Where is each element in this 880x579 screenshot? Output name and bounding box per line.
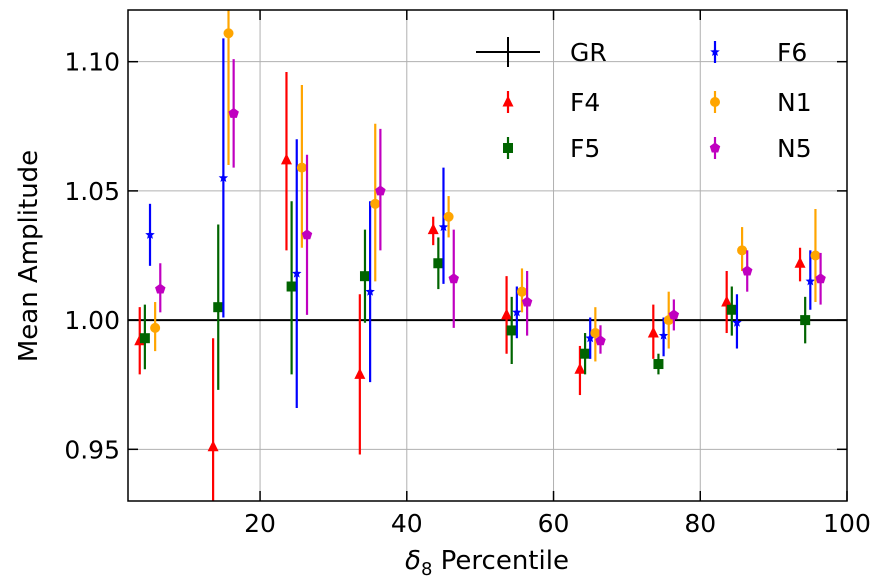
x-tick-label: 80	[684, 509, 716, 538]
legend-marker-f6	[710, 47, 720, 57]
data-point-n1	[590, 328, 601, 339]
data-point-n1	[810, 250, 821, 261]
data-point-f6	[145, 229, 155, 239]
data-point-f6	[365, 286, 375, 296]
data-point-f5	[726, 304, 737, 315]
data-point-n1	[370, 198, 381, 209]
legend-label-n1: N1	[777, 88, 812, 117]
x-axis-title-subscript: 8	[421, 559, 432, 579]
x-tick-label: 60	[538, 509, 570, 538]
data-point-n1	[443, 211, 454, 222]
series-f5	[139, 201, 811, 390]
data-point-n1	[150, 322, 161, 333]
y-tick-label: 1.05	[64, 177, 120, 206]
data-point-f4	[207, 440, 219, 452]
y-tick-label: 1.10	[64, 48, 120, 77]
data-point-f6	[658, 330, 669, 340]
legend: GR F6 F4 N1 F5 N5	[476, 37, 812, 163]
data-point-f6	[732, 317, 742, 327]
data-point-n5	[595, 335, 606, 346]
data-point-f6	[218, 172, 229, 183]
data-point-f4	[354, 367, 366, 379]
data-point-n1	[223, 28, 234, 39]
data-point-n5	[521, 296, 533, 307]
data-point-f6	[805, 276, 816, 286]
series-n5	[155, 59, 826, 354]
series-n1	[150, 10, 821, 362]
x-axis-title: δ8 Percentile	[405, 546, 569, 579]
data-point-n5	[668, 309, 680, 320]
data-point-n5	[375, 185, 386, 196]
grid	[128, 10, 848, 501]
x-axis-title-symbol: δ	[405, 546, 421, 576]
legend-label-f5: F5	[570, 134, 600, 163]
legend-marker-f5	[503, 143, 513, 153]
data-point-f5	[213, 302, 224, 313]
y-tick-label: 1.00	[64, 306, 120, 335]
data-point-n5	[741, 265, 753, 276]
data-point-f4	[280, 153, 292, 165]
data-point-f5	[286, 281, 297, 292]
data-point-f4	[427, 223, 439, 235]
ticks: 20 40 60 80 100 0.95 1.00 1.05 1.10	[64, 10, 871, 538]
x-tick-label: 100	[823, 509, 871, 538]
legend-label-n5: N5	[777, 134, 812, 163]
series-f4	[134, 72, 806, 501]
legend-marker-f4	[502, 95, 514, 107]
data-point-f4	[574, 362, 586, 374]
y-tick-label: 0.95	[64, 435, 120, 464]
data-point-f4	[647, 326, 659, 338]
data-point-f5	[433, 258, 444, 269]
data-point-f5	[359, 271, 370, 282]
data-point-n5	[155, 283, 166, 294]
legend-marker-n1	[710, 97, 720, 107]
data-point-f5	[653, 359, 664, 370]
series-f6	[145, 38, 816, 408]
data-point-f6	[291, 268, 302, 278]
data-point-n5	[301, 229, 313, 240]
data-point-n1	[296, 162, 307, 173]
data-point-f4	[501, 308, 513, 320]
data-point-f6	[512, 307, 522, 317]
data-point-f6	[438, 222, 449, 232]
data-point-n5	[448, 273, 459, 284]
legend-label-gr: GR	[570, 38, 607, 67]
series-layer	[134, 10, 826, 501]
data-point-n1	[737, 245, 748, 256]
y-axis-title: Mean Amplitude	[14, 150, 44, 362]
x-tick-label: 20	[244, 509, 276, 538]
data-point-f6	[585, 333, 595, 343]
data-point-f5	[580, 348, 591, 359]
legend-label-f6: F6	[777, 38, 807, 67]
data-point-f5	[800, 315, 811, 326]
data-point-f4	[794, 256, 806, 268]
legend-label-f4: F4	[570, 88, 600, 117]
data-point-n5	[815, 273, 826, 284]
data-point-f5	[139, 333, 150, 344]
data-point-f5	[506, 325, 517, 336]
x-tick-label: 40	[391, 509, 423, 538]
plot-frame	[127, 9, 848, 502]
data-point-n5	[228, 107, 239, 118]
data-point-f4	[721, 295, 733, 307]
legend-marker-n5	[709, 142, 721, 153]
x-axis-title-text: Percentile	[432, 546, 569, 576]
data-point-n1	[516, 286, 527, 297]
